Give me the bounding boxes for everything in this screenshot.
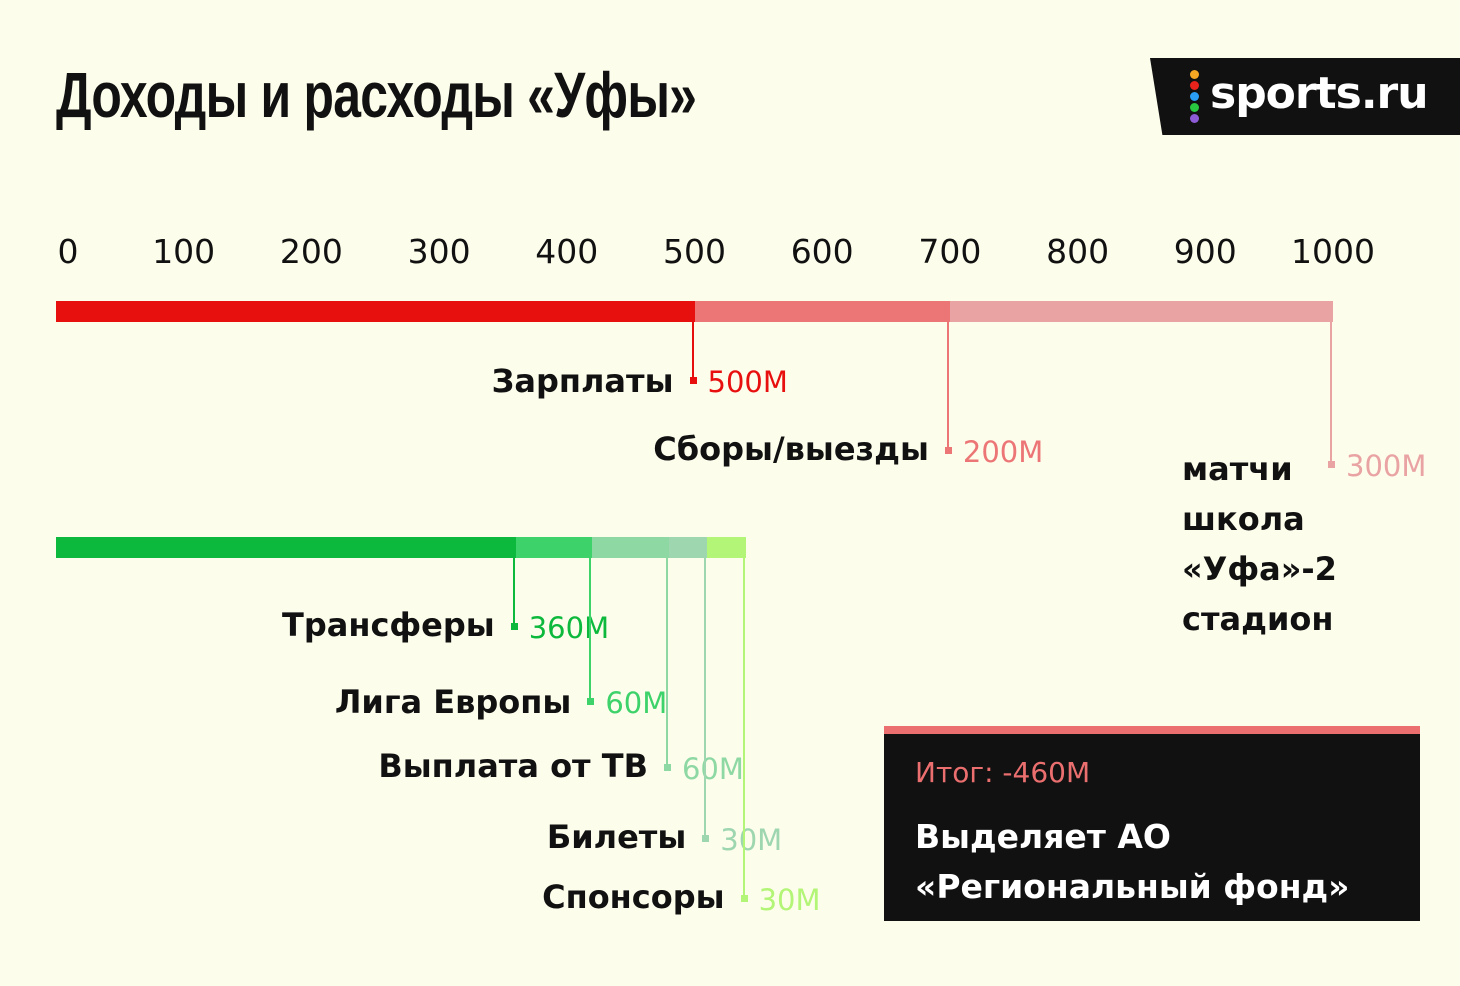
income-dot-4 bbox=[740, 895, 748, 902]
expenses-label-2: матчи школа «Уфа»-2 стадион bbox=[1182, 444, 1337, 644]
income-bar-3 bbox=[668, 537, 708, 558]
expenses-dot-0 bbox=[689, 377, 697, 384]
income-bar-4 bbox=[707, 537, 746, 558]
income-dot-3 bbox=[702, 835, 710, 842]
logo-dots-icon bbox=[1190, 70, 1200, 125]
tick-label: 700 bbox=[918, 232, 982, 271]
tick-label: 100 bbox=[152, 232, 216, 271]
expenses-bar-1 bbox=[694, 301, 950, 322]
tick-label: 600 bbox=[790, 232, 854, 271]
sports-ru-logo[interactable]: sports.ru bbox=[1150, 58, 1460, 135]
income-value-1: 60M bbox=[605, 686, 668, 720]
multi-label-line-0: матчи bbox=[1182, 450, 1293, 488]
chart-title: Доходы и расходы «Уфы» bbox=[56, 59, 697, 131]
expenses-leader-0 bbox=[691, 322, 694, 377]
income-value-0: 360M bbox=[528, 611, 610, 645]
tick-label: 500 bbox=[663, 232, 726, 271]
expenses-dot-1 bbox=[944, 447, 952, 454]
income-dot-0 bbox=[510, 623, 518, 630]
income-label-1: Лига Европы bbox=[334, 683, 572, 721]
income-label-0: Трансферы bbox=[282, 606, 495, 644]
income-label-2: Выплата от ТВ bbox=[378, 747, 648, 785]
income-label-3: Билеты bbox=[546, 818, 687, 856]
expenses-leader-2 bbox=[1330, 322, 1332, 461]
income-leader-2 bbox=[665, 558, 668, 764]
summary-total: Итог: -460M bbox=[915, 756, 1091, 789]
income-dot-2 bbox=[663, 764, 671, 771]
expenses-value-0: 500M bbox=[707, 365, 788, 399]
logo-dot-3 bbox=[1190, 103, 1199, 112]
tick-label: 800 bbox=[1046, 232, 1110, 271]
summary-line-1: Выделяет АО bbox=[915, 817, 1171, 856]
logo-dot-1 bbox=[1190, 81, 1199, 90]
income-value-4: 30M bbox=[758, 883, 821, 917]
income-label-4: Спонсоры bbox=[542, 878, 725, 916]
summary-text: Выделяет АО «Региональный фонд» bbox=[915, 812, 1349, 912]
income-leader-0 bbox=[512, 558, 515, 623]
expenses-value-1: 200M bbox=[962, 435, 1044, 469]
summary-line-2: «Региональный фонд» bbox=[915, 867, 1350, 906]
expenses-label-0: Зарплаты bbox=[491, 362, 674, 400]
multi-label-line-3: стадион bbox=[1182, 600, 1334, 638]
income-leader-4 bbox=[742, 558, 745, 895]
income-bar-1 bbox=[515, 537, 593, 558]
income-dot-1 bbox=[587, 698, 595, 705]
tick-label: 900 bbox=[1173, 232, 1237, 271]
tick-label: 400 bbox=[535, 232, 599, 271]
summary-box: Итог: -460M Выделяет АО «Региональный фо… bbox=[884, 726, 1420, 921]
multi-label-line-1: школа bbox=[1182, 500, 1305, 538]
expenses-leader-1 bbox=[946, 322, 949, 447]
tick-label: 300 bbox=[407, 232, 471, 271]
logo-text: sports.ru bbox=[1210, 68, 1429, 119]
expenses-bar-0 bbox=[56, 301, 695, 322]
logo-dot-4 bbox=[1190, 114, 1199, 123]
tick-label: 1000 bbox=[1291, 232, 1375, 271]
income-leader-3 bbox=[704, 558, 707, 835]
expenses-dot-2 bbox=[1328, 461, 1335, 468]
income-leader-1 bbox=[589, 558, 592, 698]
logo-dot-0 bbox=[1190, 70, 1199, 79]
tick-label: 0 bbox=[57, 232, 79, 271]
expenses-label-1: Сборы/выезды bbox=[653, 430, 929, 468]
income-value-2: 60M bbox=[681, 752, 744, 786]
expenses-bar-2 bbox=[949, 301, 1333, 322]
income-value-3: 30M bbox=[720, 823, 783, 857]
logo-dot-2 bbox=[1190, 92, 1199, 101]
income-bar-0 bbox=[56, 537, 516, 558]
income-bar-2 bbox=[592, 537, 669, 558]
multi-label-line-2: «Уфа»-2 bbox=[1182, 550, 1337, 588]
expenses-value-2: 300M bbox=[1346, 449, 1427, 483]
tick-label: 200 bbox=[279, 232, 343, 271]
